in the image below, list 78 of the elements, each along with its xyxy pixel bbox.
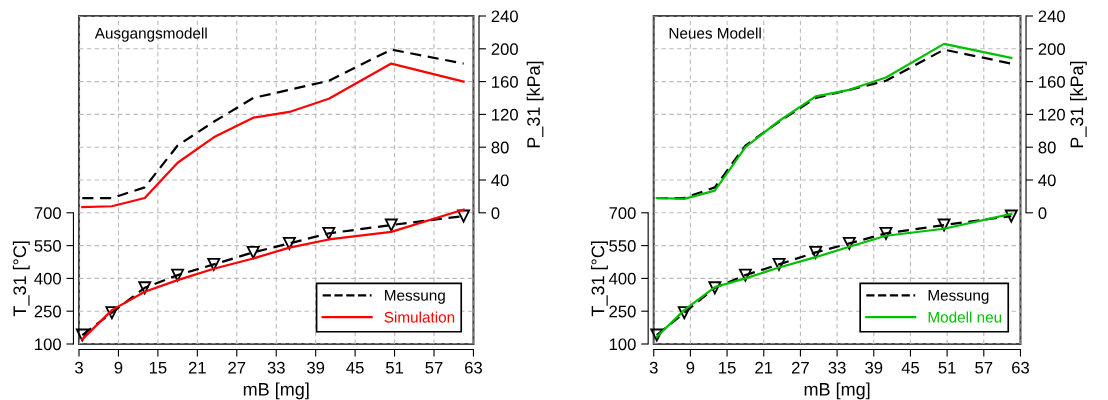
- point: [879, 226, 893, 240]
- y-tick-label: 700: [34, 207, 61, 219]
- legend-label: Messung: [385, 290, 445, 304]
- point: [738, 268, 752, 282]
- legend-label: Simulation: [384, 311, 455, 323]
- y-axis-title: T_31 [°C]: [591, 241, 608, 317]
- point: [322, 226, 336, 240]
- point: [282, 236, 296, 250]
- point: [650, 328, 664, 342]
- x-tick-label: 27: [791, 361, 809, 374]
- x-tick-label: 39: [307, 361, 325, 374]
- point: [772, 257, 786, 271]
- legend-label: Messung: [928, 290, 989, 304]
- y2-tick-label: 120: [492, 108, 518, 121]
- text: Neues Modell: [669, 27, 761, 39]
- x-tick-label: 33: [267, 361, 285, 374]
- x-tick-label: 21: [755, 361, 773, 374]
- y2-tick-label: 120: [1039, 108, 1065, 121]
- point: [105, 306, 119, 320]
- y2-tick-label: 80: [1038, 141, 1056, 154]
- x-tick-label: 9: [114, 361, 123, 374]
- x-tick-label: 51: [938, 361, 956, 374]
- point: [842, 236, 856, 250]
- y2-tick-label: 80: [491, 141, 509, 154]
- x-tick-label: 15: [719, 361, 736, 374]
- x-tick-label: 45: [901, 361, 920, 374]
- x-tick-label: 33: [828, 361, 846, 374]
- text: Ausgangsmodell: [94, 27, 207, 42]
- legend-label: Modell neu: [928, 311, 1002, 323]
- y-tick-label: 250: [34, 305, 61, 318]
- x-tick-label: 63: [1012, 361, 1030, 374]
- y-tick-label: 550: [34, 240, 61, 252]
- point: [809, 245, 823, 259]
- point: [457, 209, 471, 223]
- y-tick-label: 400: [608, 272, 636, 285]
- y2-tick-label: 40: [1038, 174, 1056, 187]
- x-tick-label: 27: [228, 361, 246, 374]
- point: [708, 281, 722, 295]
- y2-tick-label: 240: [1038, 10, 1065, 23]
- y-tick-label: 100: [35, 338, 61, 351]
- y2-tick-label: 0: [1038, 207, 1047, 219]
- y2-axis-title: P_31 [kPa]: [526, 61, 544, 148]
- y-axis-title: T_31 [°C]: [12, 241, 30, 317]
- y2-tick-label: 200: [1038, 43, 1065, 55]
- x-tick-label: 3: [75, 361, 83, 374]
- y2-tick-label: 200: [491, 43, 518, 55]
- y-tick-label: 700: [609, 207, 636, 219]
- point: [1004, 209, 1018, 223]
- x-tick-label: 3: [649, 361, 658, 374]
- x-tick-label: 9: [686, 361, 695, 374]
- point: [384, 218, 398, 232]
- y-tick-label: 250: [609, 305, 636, 318]
- y2-axis-title: P_31 [kPa]: [1069, 61, 1087, 148]
- x-axis-title: mB [mg]: [804, 382, 870, 400]
- point: [75, 328, 89, 342]
- x-tick-label: 57: [975, 361, 993, 374]
- y2-tick-label: 160: [492, 76, 518, 88]
- point: [207, 257, 221, 271]
- point: [246, 245, 260, 259]
- y2-tick-label: 160: [1039, 76, 1065, 88]
- y-tick-label: 550: [609, 240, 636, 252]
- x-tick-label: 45: [346, 361, 364, 374]
- x-tick-label: 51: [385, 361, 404, 374]
- y2-tick-label: 240: [491, 10, 518, 23]
- x-tick-label: 15: [149, 361, 167, 374]
- x-axis-title: mB [mg]: [243, 382, 309, 400]
- y-tick-label: 400: [34, 272, 61, 285]
- point: [171, 268, 185, 282]
- point: [937, 218, 951, 232]
- x-tick-label: 21: [188, 361, 206, 374]
- y2-tick-label: 0: [491, 207, 500, 219]
- y2-tick-label: 40: [491, 174, 509, 187]
- x-tick-label: 39: [865, 361, 883, 374]
- x-tick-label: 63: [465, 361, 482, 374]
- point: [138, 281, 152, 295]
- x-tick-label: 57: [425, 361, 443, 374]
- point: [677, 306, 691, 320]
- y-tick-label: 100: [609, 338, 636, 351]
